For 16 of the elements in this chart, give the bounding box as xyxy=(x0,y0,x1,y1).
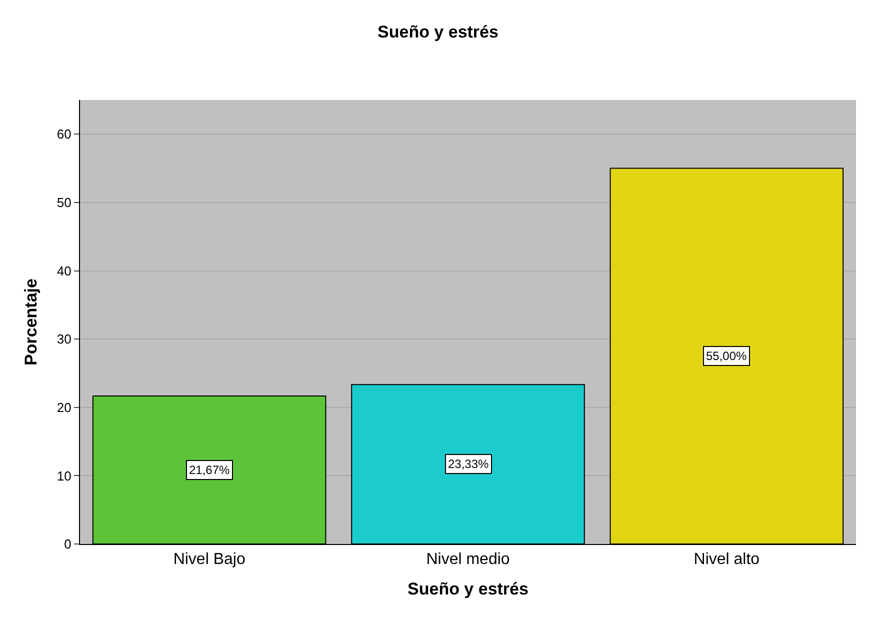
y-tick-label: 50 xyxy=(56,195,72,210)
data-label: 23,33% xyxy=(448,457,490,471)
y-tick-label: 10 xyxy=(56,468,72,484)
y-tick-label: 20 xyxy=(56,400,72,415)
data-label: 21,67% xyxy=(189,463,230,477)
x-tick-label: Nivel alto xyxy=(694,551,760,568)
y-tick-label: 30 xyxy=(56,332,72,347)
data-label: 55,00% xyxy=(706,349,748,363)
chart-title: Sueño y estrés xyxy=(378,22,498,42)
y-axis-title: Porcentaje xyxy=(21,278,40,366)
y-tick-label: 0 xyxy=(64,536,72,552)
x-axis-title: Sueño y estrés xyxy=(408,580,528,599)
y-tick-label: 60 xyxy=(56,126,72,142)
x-tick-label: Nivel medio xyxy=(426,551,510,568)
x-tick-label: Nivel Bajo xyxy=(173,551,246,568)
y-tick-label: 40 xyxy=(56,263,72,278)
